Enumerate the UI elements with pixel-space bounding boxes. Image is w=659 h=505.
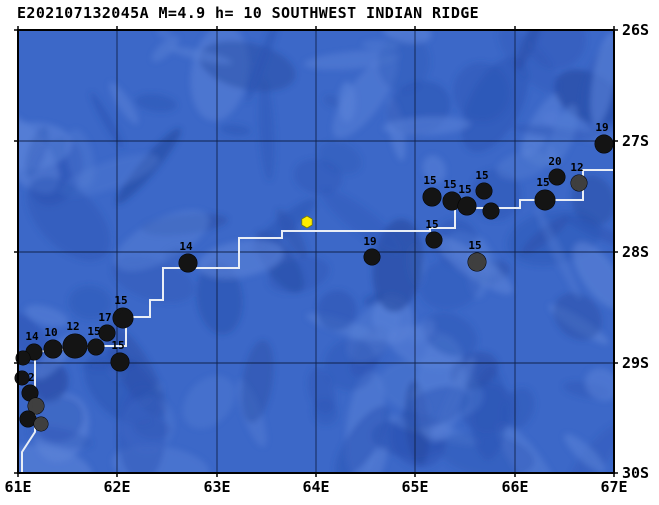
beachball-lobe: [552, 169, 565, 185]
beachball-lobe: [539, 190, 555, 210]
event-day-label: 15: [87, 325, 100, 338]
latitude-label: 29S: [622, 354, 649, 372]
longitude-label: 65E: [401, 478, 428, 496]
grid-lines: [18, 30, 614, 473]
focal-mechanism-event: [482, 202, 500, 220]
longitude-label: 63E: [203, 478, 230, 496]
beachball-lobe: [67, 334, 87, 357]
focal-mechanism-event: 14: [178, 240, 198, 273]
event-day-label: 12: [66, 320, 79, 333]
focal-mechanism-event: 15: [110, 339, 130, 372]
beachball-lobe: [447, 192, 461, 210]
beachball-lobe: [472, 253, 486, 271]
event-day-label: 15: [475, 169, 488, 182]
focal-mechanism-event: [27, 397, 45, 415]
beachball-lobe: [462, 197, 476, 215]
event-day-label: 15: [114, 294, 127, 307]
event-day-label: 15: [425, 218, 438, 231]
focal-mechanism-event: 20: [548, 155, 566, 186]
event-day-label: 20: [548, 155, 561, 168]
beachball-lobe: [485, 203, 499, 219]
focal-mechanism-event: 15: [112, 294, 134, 329]
axis-ticks: [14, 26, 618, 477]
event-day-label: 15: [443, 178, 456, 191]
beachball-lobe: [426, 188, 441, 205]
beachball-lobe: [429, 232, 442, 248]
event-day-label: 14: [179, 240, 193, 253]
longitude-label: 62E: [103, 478, 130, 496]
focal-mechanism-event: 15: [467, 239, 487, 272]
focal-mechanisms: 1920121515151515151519141517151210151412: [14, 121, 614, 432]
ocean-layer: [18, 30, 614, 473]
event-day-label: 19: [363, 235, 376, 248]
beachball-lobe: [32, 398, 44, 414]
focal-mechanism-event: 12: [21, 371, 39, 402]
latitude-label: 26S: [622, 21, 649, 39]
longitude-label: 67E: [600, 478, 627, 496]
beachball-lobe: [25, 385, 38, 401]
latitude-label: 30S: [622, 464, 649, 482]
beachball-lobe: [23, 411, 36, 427]
event-day-label: 15: [468, 239, 481, 252]
event-day-label: 17: [98, 311, 111, 324]
focal-mechanism-event: 15: [425, 218, 443, 249]
focal-mechanism-event: 10: [43, 326, 63, 359]
beachball-lobe: [18, 371, 29, 385]
focal-mechanism-event: 15: [87, 325, 105, 356]
event-day-label: 15: [111, 339, 124, 352]
longitude-label: 61E: [4, 478, 31, 496]
event-day-label: 15: [536, 176, 549, 189]
beachball-lobe: [115, 353, 129, 371]
focal-mechanism-event: 15: [475, 169, 493, 200]
focal-mechanism-event: 19: [594, 121, 614, 154]
focal-mechanism-event: 12: [570, 161, 588, 192]
event-day-label: 15: [458, 183, 471, 196]
focal-mechanism-event: [33, 416, 49, 432]
event-day-label: 14: [25, 330, 39, 343]
event-day-label: 10: [44, 326, 57, 339]
beachball-lobe: [480, 183, 492, 199]
beachball-lobe: [18, 351, 30, 365]
beachball-lobe: [575, 175, 587, 191]
focal-mechanism-event: 15: [422, 174, 442, 207]
plot-title: E202107132045A M=4.9 h= 10 SOUTHWEST IND…: [17, 4, 480, 22]
beachball-lobe: [47, 340, 62, 358]
longitude-label: 66E: [501, 478, 528, 496]
beachball-lobe: [103, 325, 115, 341]
event-day-label: 19: [595, 121, 608, 134]
beachball-lobe: [117, 308, 133, 328]
mainshock-marker: [301, 215, 313, 229]
focal-mechanism-event: 15: [442, 178, 462, 211]
latitude-label: 27S: [622, 132, 649, 150]
beachball-lobe: [30, 344, 42, 360]
focal-mechanism-event: 17: [98, 311, 116, 342]
beachball-lobe: [597, 135, 613, 152]
beachball-lobe: [182, 254, 197, 272]
beachball-lobe: [92, 339, 104, 355]
focal-mechanism-event: 19: [363, 235, 381, 266]
event-day-label: 15: [423, 174, 436, 187]
focal-mechanism-event: 15: [457, 183, 477, 216]
event-day-label: 12: [570, 161, 583, 174]
beachball-lobe: [36, 417, 48, 431]
beachball-lobe: [368, 249, 380, 265]
latitude-label: 28S: [622, 243, 649, 261]
focal-mechanism-event: 12: [62, 320, 88, 359]
longitude-label: 64E: [302, 478, 329, 496]
focal-mechanism-event: 15: [534, 176, 556, 211]
